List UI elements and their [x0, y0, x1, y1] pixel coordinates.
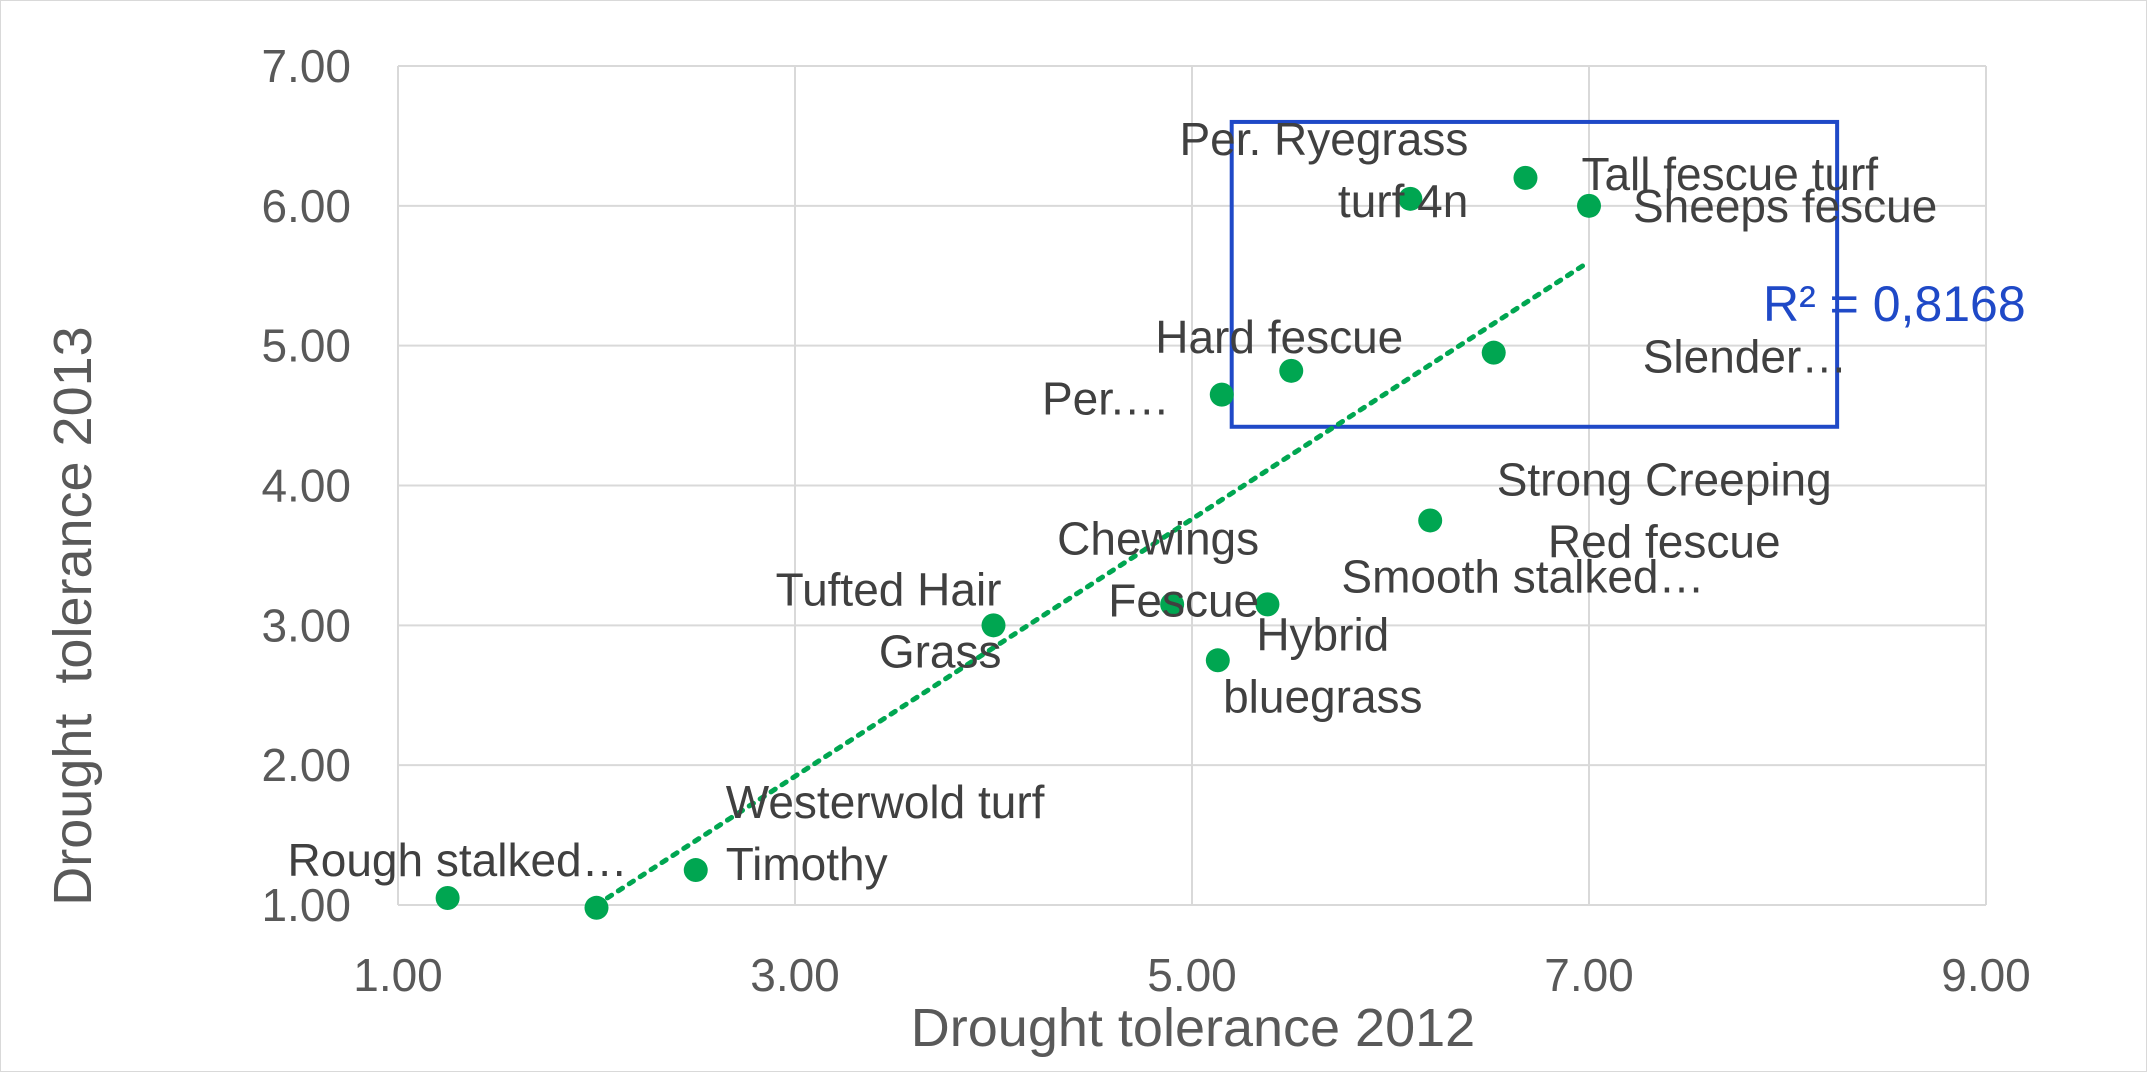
point-label: Grass [879, 625, 1002, 677]
x-tick-label: 1.00 [353, 949, 443, 1001]
x-tick-label: 5.00 [1147, 949, 1237, 1001]
point-label: Strong Creeping [1497, 453, 1832, 505]
point-label: Red fescue [1548, 515, 1781, 567]
x-axis-title: Drought tolerance 2012 [911, 998, 1475, 1058]
point-label: Tufted Hair [776, 563, 1002, 615]
data-point [683, 858, 708, 883]
y-tick-label: 7.00 [261, 40, 351, 92]
point-label: Timothy [726, 838, 888, 890]
x-tick-label: 7.00 [1544, 949, 1634, 1001]
data-point [584, 895, 609, 920]
trendline [594, 259, 1592, 908]
point-label: Hard fescue [1155, 311, 1403, 363]
y-tick-label: 2.00 [261, 739, 351, 791]
point-label: Fescue [1108, 574, 1259, 626]
y-axis-ticks: 1.00 2.00 3.00 4.00 5.00 6.00 7.00 [261, 40, 351, 931]
x-axis-ticks: 1.00 3.00 5.00 7.00 9.00 [353, 949, 2031, 1001]
y-tick-label: 1.00 [261, 879, 351, 931]
highlight-box [1229, 119, 1840, 429]
y-tick-label: 4.00 [261, 460, 351, 512]
data-point [1513, 165, 1538, 190]
data-point [1209, 382, 1234, 407]
point-labels: Rough stalked… Westerwold turf Timothy Tuft… [288, 113, 1938, 890]
point-label: turf 4n [1338, 175, 1468, 227]
y-tick-label: 6.00 [261, 180, 351, 232]
data-points [435, 165, 1601, 920]
data-point [1255, 592, 1280, 617]
point-label: Westerwold turf [726, 776, 1045, 828]
data-point [1418, 508, 1443, 533]
point-label: Per.… [1042, 373, 1170, 425]
data-point [1481, 340, 1506, 365]
data-point [1398, 186, 1423, 211]
y-axis-title: Drought tolerance 2013 [43, 326, 103, 905]
point-label: Slender… [1643, 331, 1848, 383]
point-label: Rough stalked… [288, 834, 628, 886]
data-point [1205, 648, 1230, 673]
data-point [1577, 193, 1601, 218]
point-label: Smooth stalked… [1341, 550, 1704, 602]
data-point [1279, 358, 1304, 383]
data-point [981, 613, 1006, 638]
point-label: Sheeps fescue [1633, 180, 1937, 232]
gridlines [397, 65, 1987, 906]
point-label: bluegrass [1223, 670, 1422, 722]
r-squared-label: R² = 0,8168 [1763, 276, 2026, 332]
y-tick-label: 3.00 [261, 599, 351, 651]
point-label: Hybrid [1256, 608, 1389, 660]
data-point [435, 886, 460, 911]
point-label: Tall fescue turf [1581, 148, 1878, 200]
x-tick-label: 3.00 [750, 949, 840, 1001]
point-label: Chewings [1057, 512, 1259, 564]
y-tick-label: 5.00 [261, 320, 351, 372]
x-tick-label: 9.00 [1941, 949, 2031, 1001]
data-point [1160, 592, 1185, 617]
point-label: Per. Ryegrass [1179, 113, 1468, 165]
